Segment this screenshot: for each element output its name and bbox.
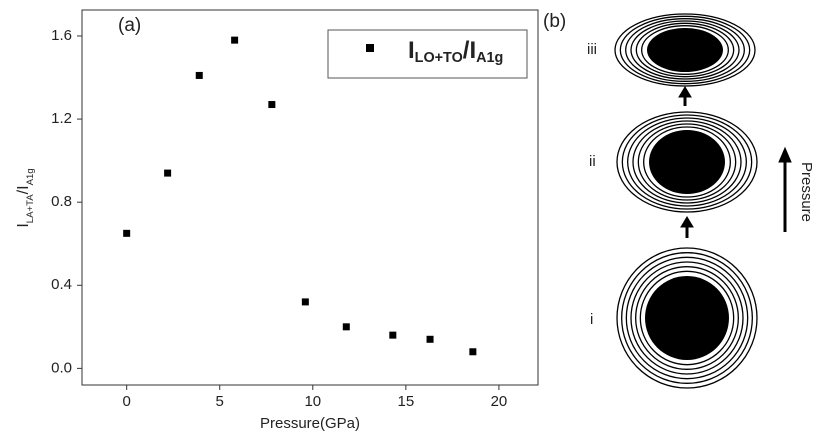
label-subscript: LO+TO <box>415 50 463 66</box>
x-tick-label: 10 <box>304 393 321 410</box>
panel-label: (b) <box>543 11 566 32</box>
arrows <box>678 86 792 238</box>
panel-label: (a) <box>118 15 141 36</box>
ring <box>627 117 747 207</box>
ring <box>625 256 749 380</box>
y-tick-label: 0.0 <box>51 359 72 376</box>
point <box>469 348 477 356</box>
legend: ILO+TO/IA1g <box>327 29 528 79</box>
legend-marker <box>366 44 374 52</box>
ring <box>621 114 753 210</box>
plot-frame <box>81 9 539 386</box>
label-text: /I <box>15 185 32 194</box>
label-text: I <box>408 37 415 64</box>
y-axis-label: ILA+TA/IA1g <box>15 168 35 227</box>
ring <box>616 111 758 213</box>
label-text: I <box>15 223 32 227</box>
label-subscript: A1g <box>476 50 503 66</box>
point <box>195 71 203 79</box>
point <box>301 298 309 306</box>
ring <box>619 15 751 85</box>
ring <box>632 120 742 204</box>
label-subscript: LA+TA <box>25 194 36 223</box>
ring <box>621 252 753 384</box>
stage-label: i <box>590 311 593 328</box>
ring <box>625 18 745 82</box>
ring <box>635 266 739 370</box>
arrow-head <box>680 216 694 228</box>
point <box>164 169 172 177</box>
ring <box>630 261 744 375</box>
x-tick-label: 20 <box>491 393 508 410</box>
ring <box>635 22 735 78</box>
point <box>123 229 131 237</box>
arrow-head <box>678 86 692 98</box>
point <box>426 335 434 343</box>
x-tick-label: 15 <box>398 393 415 410</box>
y-tick-label: 1.2 <box>51 110 72 127</box>
ring <box>630 20 740 80</box>
ring <box>643 126 731 198</box>
arrow-head <box>778 146 792 163</box>
point <box>342 323 350 331</box>
stage-label: iii <box>587 41 597 58</box>
ellipse-stack <box>614 13 758 389</box>
label-subscript: A1g <box>25 168 36 185</box>
point <box>268 101 276 109</box>
ring <box>637 123 737 201</box>
ring <box>614 13 756 87</box>
x-tick-label: 0 <box>122 393 130 410</box>
core <box>649 130 725 194</box>
ring <box>639 270 735 366</box>
legend-box <box>327 29 528 79</box>
y-tick-label: 0.8 <box>51 193 72 210</box>
point <box>231 36 239 44</box>
label-text: /I <box>463 37 476 64</box>
legend-label: ILO+TO/IA1g <box>408 37 503 65</box>
ring <box>616 247 758 389</box>
point <box>389 331 397 339</box>
ring <box>641 25 729 75</box>
core <box>647 28 723 72</box>
x-axis-label: Pressure(GPa) <box>260 415 360 432</box>
core <box>645 276 729 360</box>
x-tick-label: 5 <box>216 393 224 410</box>
y-tick-label: 0.4 <box>51 276 72 293</box>
y-tick-label: 1.6 <box>51 27 72 44</box>
pressure-label: Pressure <box>798 162 815 222</box>
stage-label: ii <box>589 153 596 170</box>
